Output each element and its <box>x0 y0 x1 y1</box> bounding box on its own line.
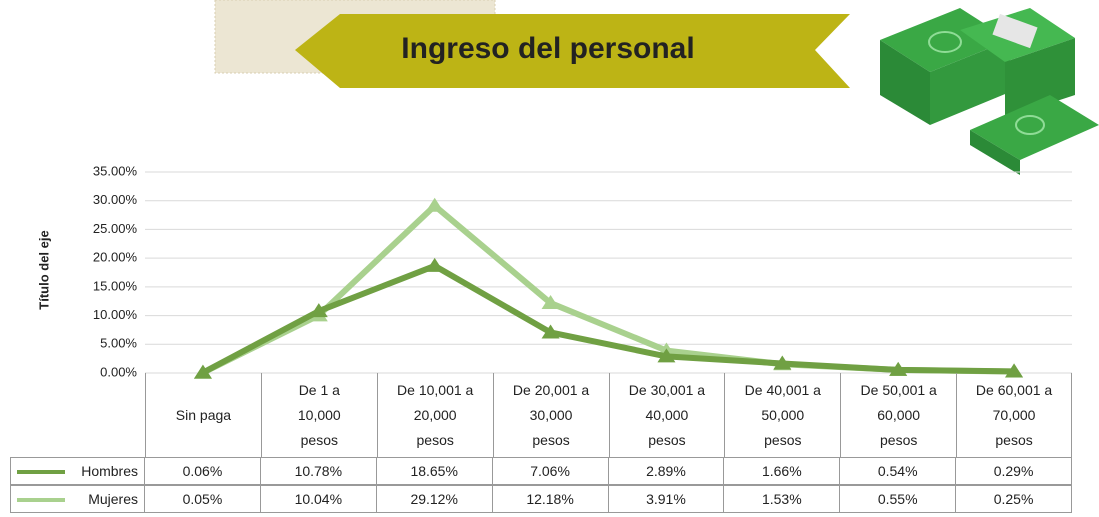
x-tick-label: De 60,001 a 70,000 pesos <box>956 373 1072 457</box>
x-tick-label-text: De 60,001 a 70,000 pesos <box>972 378 1056 453</box>
legend-swatch <box>17 498 65 502</box>
table-value: 0.06% <box>145 457 261 485</box>
x-tick-label: De 50,001 a 60,000 pesos <box>840 373 956 457</box>
x-tick-label-text: De 30,001 a 40,000 pesos <box>625 378 709 453</box>
table-value-text: 18.65% <box>410 463 457 479</box>
table-value-text: 1.66% <box>762 463 802 479</box>
table-value-text: 10.04% <box>295 491 342 507</box>
table-value: 7.06% <box>493 457 609 485</box>
chart-title: Ingreso del personal <box>401 32 694 65</box>
y-tick-label: 30.00% <box>93 192 138 207</box>
y-tick-label: 25.00% <box>93 221 138 236</box>
table-value-text: 0.05% <box>183 491 223 507</box>
table-value: 29.12% <box>377 485 493 513</box>
table-value-text: 0.29% <box>994 463 1034 479</box>
legend-item: Hombres <box>10 457 145 485</box>
marker <box>426 198 444 212</box>
table-value-text: 0.25% <box>994 491 1034 507</box>
x-tick-label: Sin paga <box>145 373 261 457</box>
table-value-text: 0.55% <box>878 491 918 507</box>
table-value: 10.04% <box>261 485 377 513</box>
y-tick-label: 15.00% <box>93 278 138 293</box>
x-tick-label-text: De 20,001 a 30,000 pesos <box>509 378 593 453</box>
table-value-text: 7.06% <box>530 463 570 479</box>
x-tick-label: De 40,001 a 50,000 pesos <box>724 373 840 457</box>
x-tick-label: De 10,001 a 20,000 pesos <box>377 373 493 457</box>
table-value: 10.78% <box>261 457 377 485</box>
series-line <box>203 206 1014 373</box>
table-value: 1.66% <box>724 457 840 485</box>
table-value: 3.91% <box>609 485 725 513</box>
y-tick-label: 20.00% <box>93 250 138 265</box>
money-icon <box>880 8 1099 175</box>
x-tick-label: De 1 a 10,000 pesos <box>261 373 377 457</box>
y-tick-label: 5.00% <box>100 336 137 351</box>
x-tick-label: De 30,001 a 40,000 pesos <box>609 373 725 457</box>
table-value-text: 0.54% <box>878 463 918 479</box>
x-tick-label-text: De 50,001 a 60,000 pesos <box>857 378 941 453</box>
table-value: 0.29% <box>956 457 1072 485</box>
table-value-text: 3.91% <box>646 491 686 507</box>
table-value: 2.89% <box>609 457 725 485</box>
table-value-text: 0.06% <box>183 463 223 479</box>
legend-item-text: Mujeres <box>88 491 138 507</box>
table-value: 18.65% <box>377 457 493 485</box>
table-value-text: 10.78% <box>295 463 342 479</box>
legend-item: Mujeres <box>10 485 145 513</box>
y-tick-label: 35.00% <box>93 163 138 178</box>
table-value-text: 1.53% <box>762 491 802 507</box>
x-tick-label-text: De 10,001 a 20,000 pesos <box>393 378 477 453</box>
table-value: 0.54% <box>840 457 956 485</box>
marker <box>426 258 444 272</box>
table-value-text: 29.12% <box>410 491 457 507</box>
legend-item-text: Hombres <box>81 463 138 479</box>
table-value: 0.25% <box>956 485 1072 513</box>
table-value-text: 2.89% <box>646 463 686 479</box>
table-value: 12.18% <box>493 485 609 513</box>
x-tick-label-text: De 1 a 10,000 pesos <box>277 378 361 453</box>
y-tick-label: 10.00% <box>93 307 138 322</box>
y-axis-title: Título del eje <box>36 230 51 309</box>
table-value-text: 12.18% <box>526 491 573 507</box>
x-tick-label: De 20,001 a 30,000 pesos <box>493 373 609 457</box>
table-value: 0.55% <box>840 485 956 513</box>
table-value: 0.05% <box>145 485 261 513</box>
table-value: 1.53% <box>724 485 840 513</box>
legend-swatch <box>17 470 65 474</box>
page: Ingreso del personal Título del eje 0.00… <box>0 0 1099 517</box>
x-tick-label-text: De 40,001 a 50,000 pesos <box>741 378 825 453</box>
y-tick-label: 0.00% <box>100 364 137 379</box>
x-tick-label-text: Sin paga <box>161 403 245 428</box>
